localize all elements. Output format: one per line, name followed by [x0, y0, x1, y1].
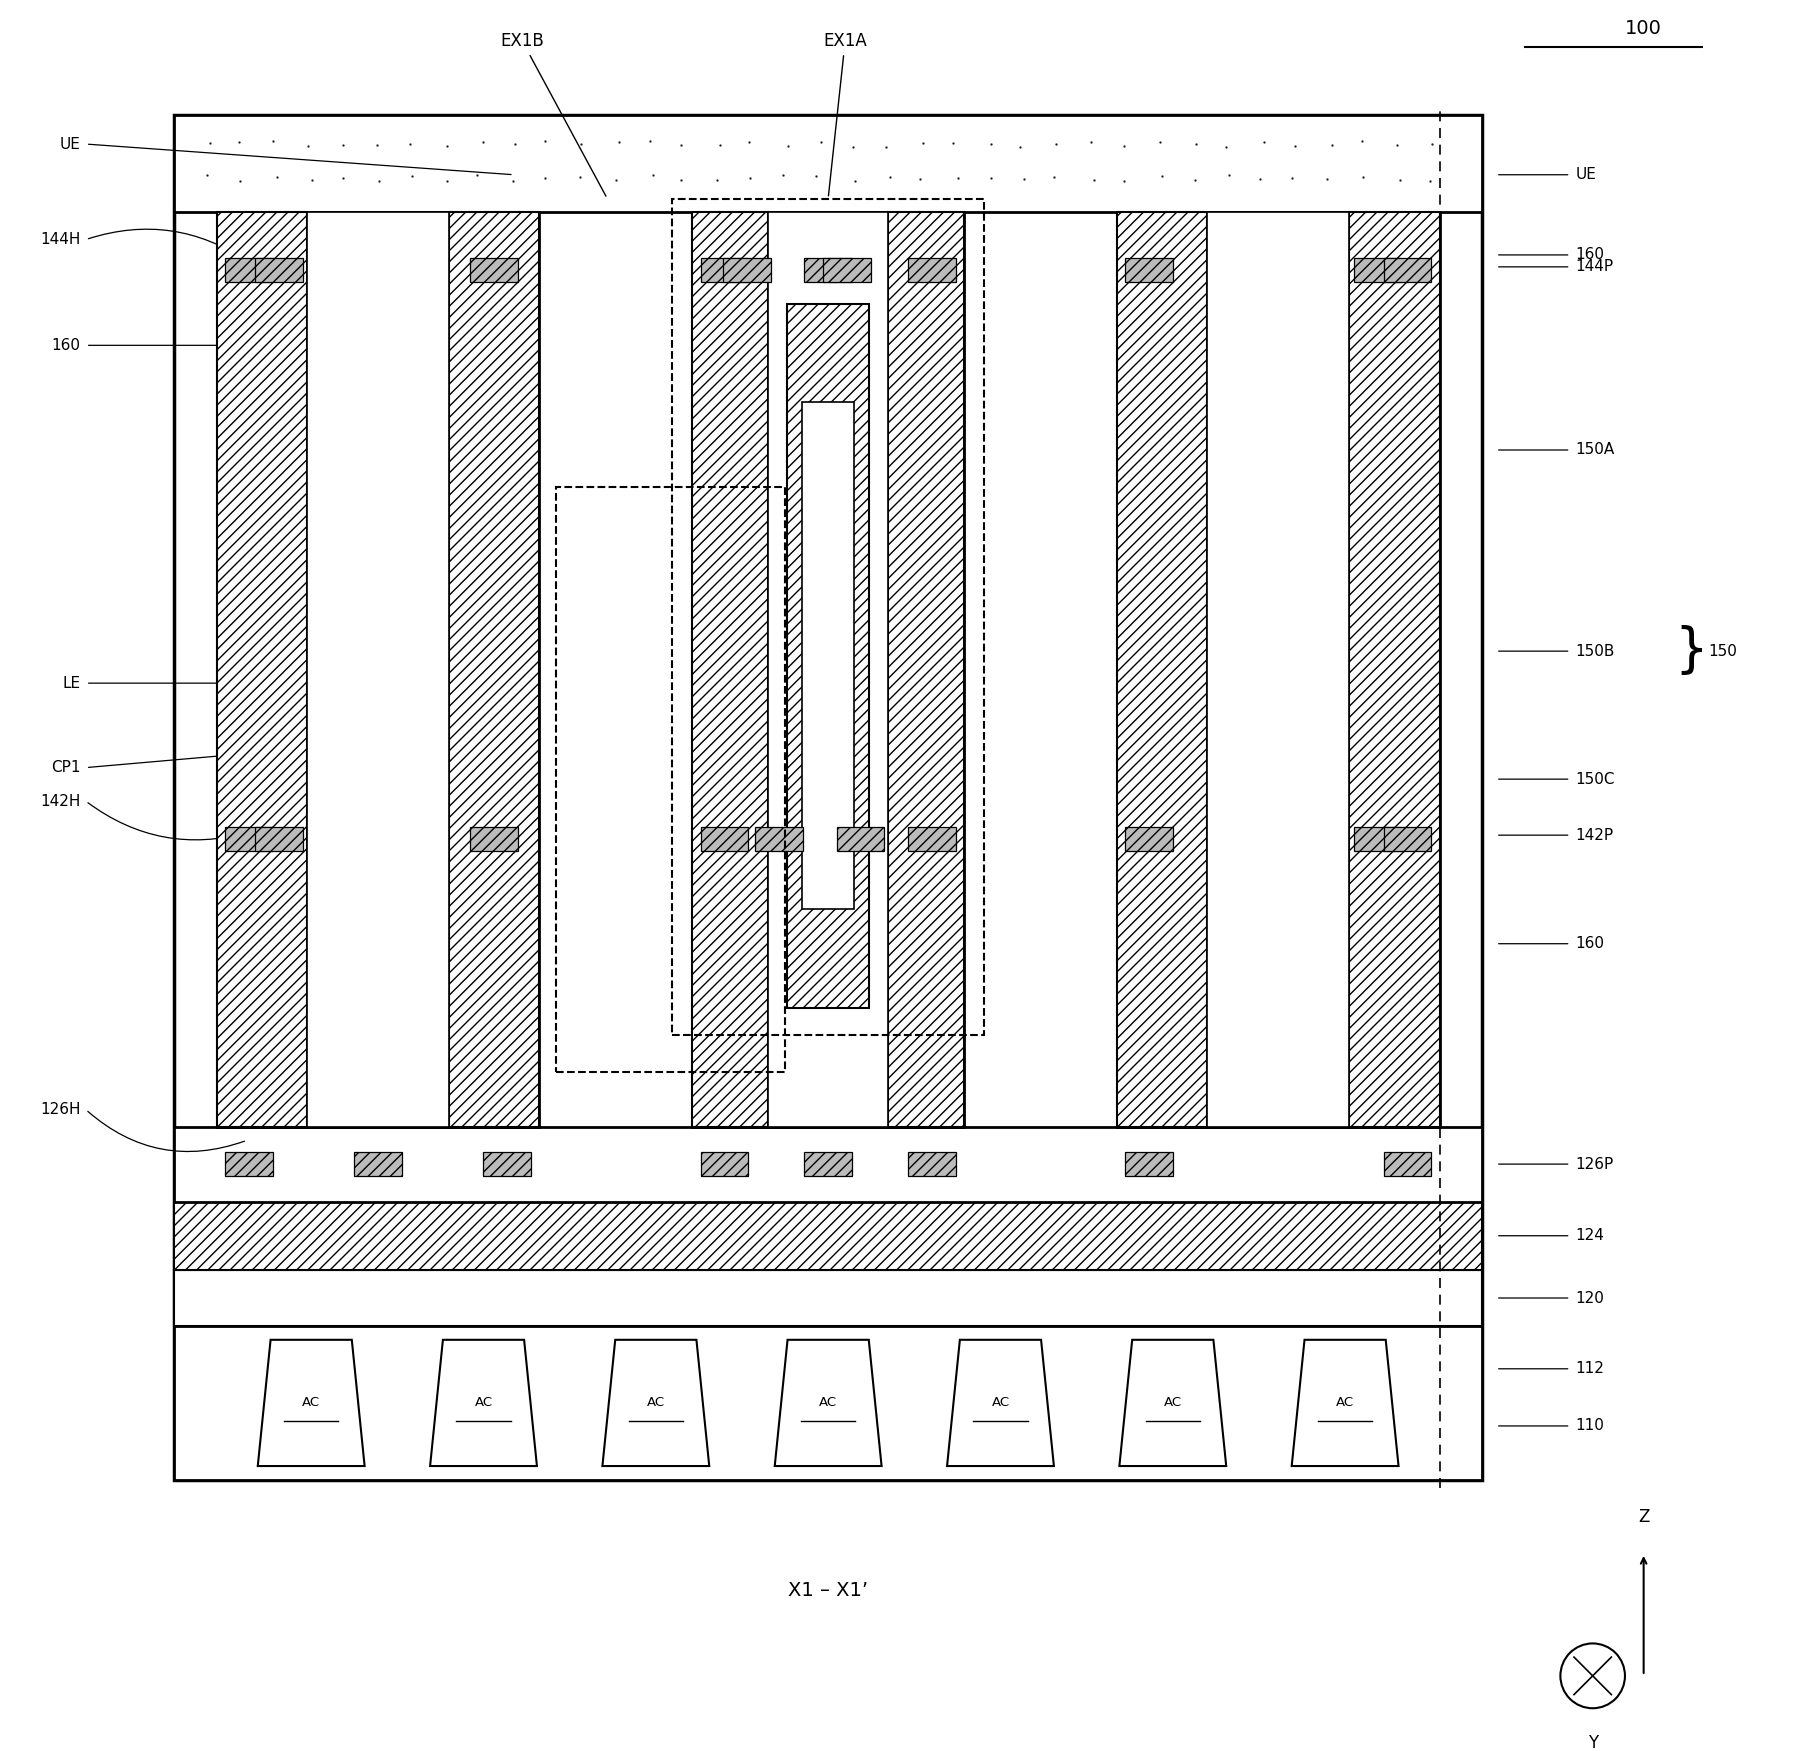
Bar: [1126, 826, 1172, 851]
Text: 150C: 150C: [1576, 772, 1615, 786]
Text: 142P: 142P: [1576, 828, 1614, 842]
Bar: [1354, 259, 1401, 282]
Text: 112: 112: [1576, 1361, 1605, 1376]
Bar: [888, 212, 964, 1126]
Text: 144H: 144H: [40, 233, 81, 247]
Text: EX1B: EX1B: [501, 32, 605, 196]
Text: 120: 120: [1576, 1290, 1605, 1306]
Bar: [1117, 212, 1207, 1126]
Text: Y: Y: [1588, 1733, 1597, 1751]
Text: 126H: 126H: [40, 1101, 81, 1117]
Bar: [1117, 212, 1439, 1126]
Bar: [1383, 1152, 1432, 1177]
Bar: [1207, 212, 1349, 1126]
Polygon shape: [602, 1340, 710, 1466]
Bar: [175, 1201, 1482, 1269]
Polygon shape: [1120, 1340, 1226, 1466]
Bar: [801, 403, 854, 909]
Bar: [908, 259, 956, 282]
Text: AC: AC: [1336, 1396, 1354, 1410]
Bar: [175, 116, 1482, 212]
Bar: [724, 259, 771, 282]
Bar: [908, 1152, 956, 1177]
Text: UE: UE: [1576, 168, 1596, 182]
Bar: [787, 303, 868, 1009]
Bar: [448, 212, 538, 1126]
Text: AC: AC: [819, 1396, 837, 1410]
Polygon shape: [258, 1340, 364, 1466]
Text: AC: AC: [991, 1396, 1010, 1410]
Polygon shape: [430, 1340, 537, 1466]
Text: 142H: 142H: [40, 793, 81, 809]
Text: 124: 124: [1576, 1227, 1605, 1243]
Bar: [692, 212, 769, 1126]
Text: AC: AC: [647, 1396, 665, 1410]
Bar: [557, 487, 785, 1072]
Bar: [701, 1152, 747, 1177]
Text: 150B: 150B: [1576, 644, 1615, 658]
Text: UE: UE: [59, 137, 81, 152]
Bar: [470, 826, 519, 851]
Bar: [175, 1126, 1482, 1201]
Text: 160: 160: [1576, 247, 1605, 263]
Text: 160: 160: [1576, 937, 1605, 951]
Bar: [355, 1152, 402, 1177]
Bar: [175, 1326, 1482, 1480]
Bar: [1354, 826, 1401, 851]
Bar: [483, 1152, 531, 1177]
Text: 150A: 150A: [1576, 443, 1615, 457]
Text: 100: 100: [1625, 19, 1662, 39]
Bar: [805, 259, 852, 282]
Bar: [701, 826, 747, 851]
Polygon shape: [1291, 1340, 1399, 1466]
Text: X1 – X1’: X1 – X1’: [789, 1581, 868, 1600]
Bar: [256, 826, 303, 851]
Bar: [175, 1269, 1482, 1326]
Text: }: }: [1675, 625, 1707, 678]
Bar: [837, 826, 884, 851]
Bar: [306, 212, 448, 1126]
Bar: [175, 116, 1482, 1480]
Bar: [1383, 259, 1432, 282]
Bar: [692, 212, 964, 1126]
Text: AC: AC: [303, 1396, 321, 1410]
Text: Z: Z: [1637, 1508, 1650, 1525]
Polygon shape: [947, 1340, 1054, 1466]
Bar: [225, 826, 272, 851]
Bar: [1126, 259, 1172, 282]
Bar: [769, 212, 888, 1126]
Bar: [225, 1152, 272, 1177]
Bar: [755, 826, 803, 851]
Bar: [216, 212, 538, 1126]
Text: 126P: 126P: [1576, 1157, 1614, 1171]
Bar: [672, 198, 985, 1035]
Polygon shape: [774, 1340, 881, 1466]
Text: 144P: 144P: [1576, 259, 1614, 275]
Bar: [805, 1152, 852, 1177]
Text: 110: 110: [1576, 1418, 1605, 1434]
Bar: [470, 259, 519, 282]
Bar: [1349, 212, 1439, 1126]
Text: LE: LE: [63, 676, 81, 690]
Bar: [1126, 1152, 1172, 1177]
Bar: [701, 259, 747, 282]
Bar: [216, 212, 306, 1126]
Bar: [1383, 826, 1432, 851]
Text: CP1: CP1: [50, 760, 81, 776]
Bar: [225, 259, 272, 282]
Bar: [823, 259, 872, 282]
Text: EX1A: EX1A: [823, 32, 866, 196]
Bar: [256, 259, 303, 282]
Bar: [908, 826, 956, 851]
Text: 160: 160: [52, 338, 81, 352]
Text: 150: 150: [1707, 644, 1738, 658]
Text: AC: AC: [474, 1396, 492, 1410]
Text: AC: AC: [1163, 1396, 1181, 1410]
